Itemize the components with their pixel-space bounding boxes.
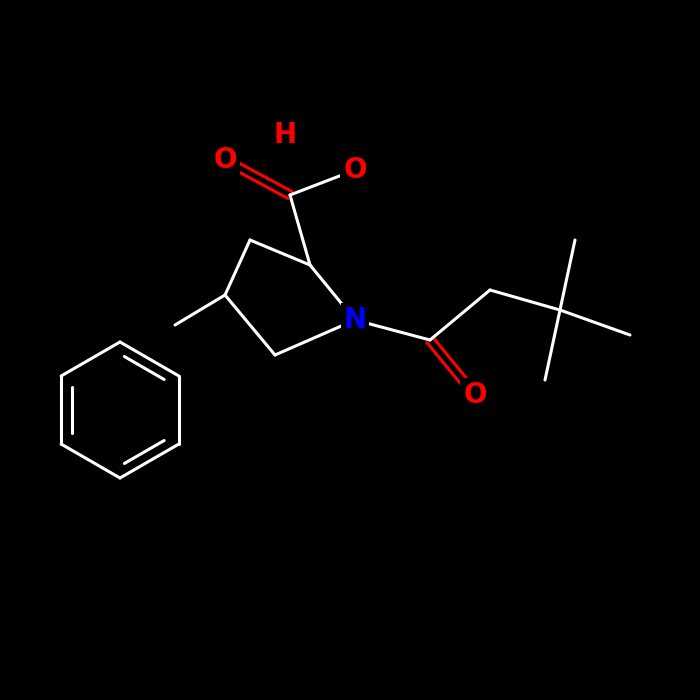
Text: O: O <box>343 156 367 184</box>
Text: H: H <box>274 121 297 149</box>
Text: O: O <box>214 146 237 174</box>
Text: N: N <box>344 306 367 334</box>
Text: O: O <box>463 381 486 409</box>
